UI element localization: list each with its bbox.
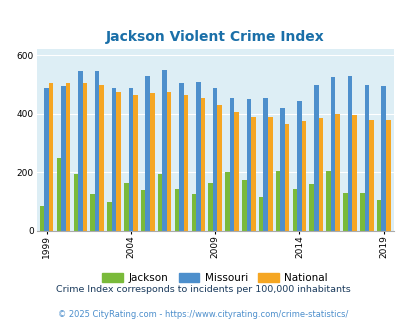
Bar: [352, 115, 356, 231]
Bar: [107, 202, 111, 231]
Bar: [40, 206, 44, 231]
Bar: [279, 108, 284, 231]
Bar: [116, 92, 121, 231]
Bar: [49, 83, 53, 231]
Bar: [128, 87, 133, 231]
Text: © 2025 CityRating.com - https://www.cityrating.com/crime-statistics/: © 2025 CityRating.com - https://www.city…: [58, 310, 347, 319]
Bar: [124, 183, 128, 231]
Bar: [217, 105, 222, 231]
Bar: [364, 84, 368, 231]
Bar: [57, 158, 61, 231]
Bar: [95, 72, 99, 231]
Bar: [359, 193, 364, 231]
Bar: [225, 173, 229, 231]
Bar: [241, 180, 246, 231]
Bar: [380, 86, 385, 231]
Bar: [301, 121, 305, 231]
Bar: [191, 194, 196, 231]
Bar: [133, 95, 137, 231]
Bar: [200, 98, 205, 231]
Bar: [368, 120, 373, 231]
Bar: [296, 101, 301, 231]
Bar: [78, 72, 83, 231]
Bar: [179, 83, 183, 231]
Bar: [330, 77, 335, 231]
Bar: [347, 76, 352, 231]
Bar: [66, 83, 70, 231]
Bar: [83, 83, 87, 231]
Bar: [267, 117, 272, 231]
Bar: [196, 82, 200, 231]
Bar: [229, 98, 234, 231]
Bar: [212, 87, 217, 231]
Bar: [150, 93, 154, 231]
Bar: [145, 76, 150, 231]
Bar: [275, 171, 279, 231]
Bar: [183, 95, 188, 231]
Bar: [111, 87, 116, 231]
Bar: [309, 184, 313, 231]
Bar: [335, 114, 339, 231]
Bar: [342, 193, 347, 231]
Bar: [73, 174, 78, 231]
Bar: [376, 200, 380, 231]
Bar: [158, 174, 162, 231]
Bar: [174, 188, 179, 231]
Bar: [44, 87, 49, 231]
Bar: [99, 84, 104, 231]
Title: Jackson Violent Crime Index: Jackson Violent Crime Index: [106, 30, 324, 44]
Bar: [90, 194, 95, 231]
Bar: [251, 117, 255, 231]
Bar: [258, 197, 263, 231]
Bar: [313, 84, 318, 231]
Bar: [263, 98, 267, 231]
Bar: [208, 183, 212, 231]
Bar: [318, 118, 322, 231]
Bar: [246, 99, 251, 231]
Bar: [141, 190, 145, 231]
Text: Crime Index corresponds to incidents per 100,000 inhabitants: Crime Index corresponds to incidents per…: [55, 285, 350, 294]
Bar: [326, 171, 330, 231]
Bar: [292, 188, 296, 231]
Bar: [162, 70, 166, 231]
Bar: [61, 86, 66, 231]
Bar: [234, 113, 238, 231]
Bar: [284, 124, 289, 231]
Legend: Jackson, Missouri, National: Jackson, Missouri, National: [98, 269, 331, 287]
Bar: [166, 92, 171, 231]
Bar: [385, 120, 390, 231]
